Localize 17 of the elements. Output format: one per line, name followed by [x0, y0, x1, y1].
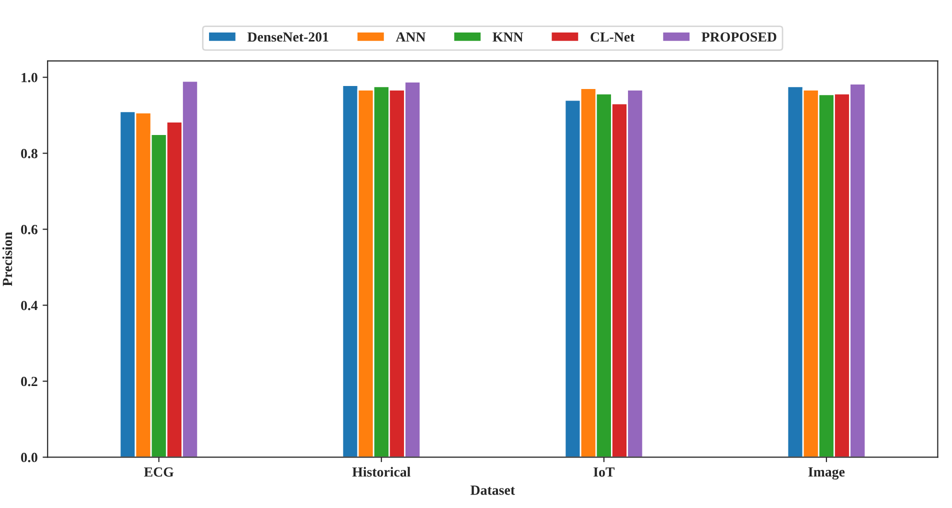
y-tick-label: 0.4 [21, 300, 38, 310]
x-tick-label: ECG [144, 467, 174, 477]
y-axis-title: Precision [2, 232, 12, 286]
y-tick-label: 0.8 [21, 148, 38, 158]
legend-label: DenseNet-201 [247, 32, 328, 42]
x-tick-label: IoT [594, 467, 615, 477]
legend-label: CL-Net [590, 32, 635, 42]
legend-label: ANN [396, 32, 426, 42]
y-tick-label: 0.2 [21, 376, 38, 386]
x-tick-label: Historical [352, 466, 410, 477]
legend-label: PROPOSED [702, 32, 776, 42]
legend-label: KNN [492, 32, 524, 42]
x-axis-title: Dataset [470, 486, 515, 495]
y-tick-label: 0.0 [21, 452, 38, 462]
y-tick-label: 0.6 [21, 224, 38, 234]
x-tick-label: Image [808, 467, 845, 480]
y-tick-label: 1.0 [22, 72, 38, 82]
